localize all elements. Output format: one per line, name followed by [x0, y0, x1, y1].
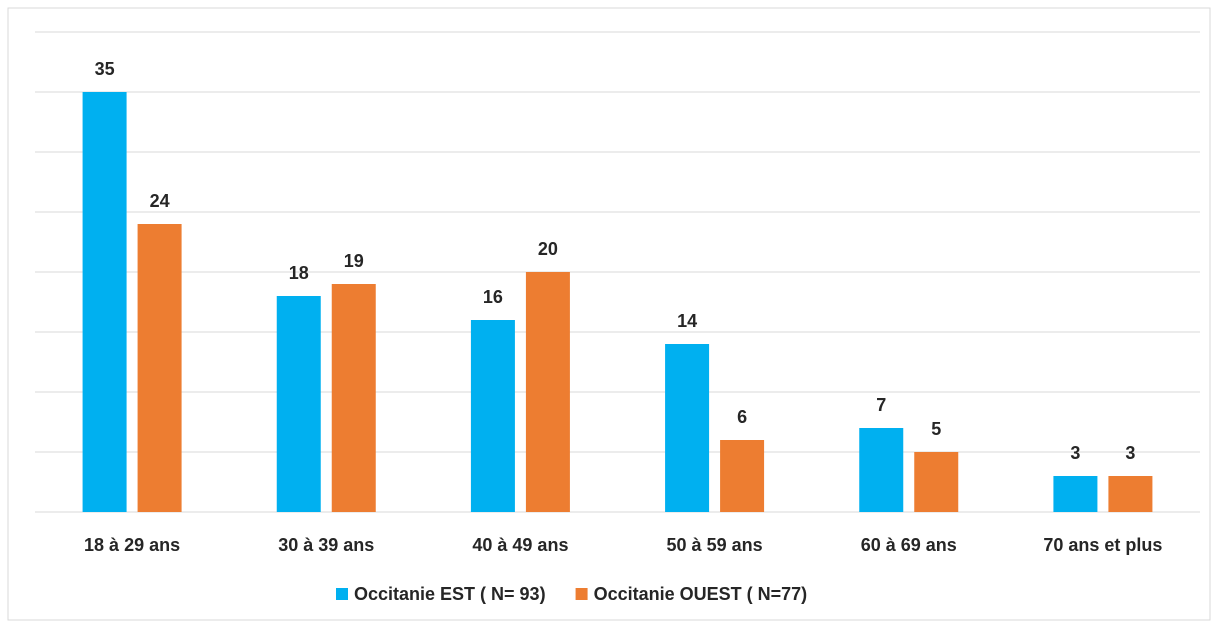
bar [914, 452, 959, 512]
data-label: 18 [289, 263, 309, 283]
data-label: 16 [483, 287, 503, 307]
data-label: 6 [737, 407, 747, 427]
data-label: 14 [677, 311, 697, 331]
bar [470, 320, 515, 512]
bar [276, 296, 321, 512]
legend-swatch [336, 588, 348, 600]
x-tick-label: 70 ans et plus [1043, 535, 1162, 555]
data-label: 20 [538, 239, 558, 259]
chart-frame [7, 7, 1211, 621]
data-label: 19 [344, 251, 364, 271]
bar [1053, 476, 1098, 512]
data-label: 35 [95, 59, 115, 79]
data-label: 3 [1125, 443, 1135, 463]
data-label: 5 [931, 419, 941, 439]
bar [859, 428, 904, 512]
legend-label: Occitanie EST ( N= 93) [354, 584, 546, 604]
bar [137, 224, 182, 512]
data-label: 24 [150, 191, 170, 211]
x-tick-label: 60 à 69 ans [861, 535, 957, 555]
legend-swatch [575, 588, 588, 600]
bar [665, 344, 710, 512]
x-tick-label: 50 à 59 ans [667, 535, 763, 555]
x-tick-label: 30 à 39 ans [278, 535, 374, 555]
legend-label: Occitanie OUEST ( N=77) [594, 584, 808, 604]
bar [331, 284, 376, 512]
bar [720, 440, 765, 512]
data-label: 7 [876, 395, 886, 415]
bar [525, 272, 570, 512]
data-label: 3 [1070, 443, 1080, 463]
bar [1108, 476, 1153, 512]
bar [82, 92, 127, 512]
x-tick-label: 40 à 49 ans [472, 535, 568, 555]
x-tick-label: 18 à 29 ans [84, 535, 180, 555]
